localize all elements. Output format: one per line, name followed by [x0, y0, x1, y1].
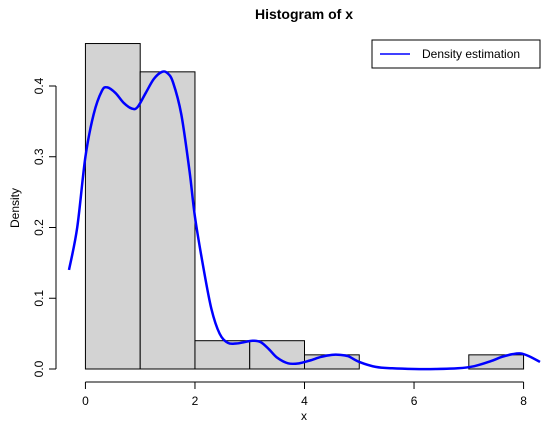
x-axis: 0 2 4 6 8 [82, 381, 527, 408]
y-tick-label: 0.2 [32, 219, 46, 236]
histogram-bar [468, 354, 525, 370]
x-tick-label: 0 [82, 394, 89, 408]
histogram-bar [194, 340, 251, 370]
x-axis-label: x [301, 409, 307, 423]
chart-title: Histogram of x [255, 6, 353, 22]
legend-entry-label: Density estimation [422, 47, 520, 61]
x-tick-label: 6 [411, 394, 418, 408]
y-axis: 0.0 0.1 0.2 0.3 0.4 [32, 77, 57, 377]
y-tick-label: 0.0 [32, 360, 46, 377]
x-tick-label: 2 [192, 394, 199, 408]
y-tick-label: 0.1 [32, 290, 46, 307]
histogram-bars [84, 43, 525, 370]
y-tick-label: 0.4 [32, 77, 46, 94]
y-axis-label: Density [8, 188, 22, 228]
histogram-bar [84, 43, 141, 370]
legend: Density estimation [371, 39, 541, 69]
y-tick-label: 0.3 [32, 148, 46, 165]
x-tick-label: 4 [301, 394, 308, 408]
x-tick-label: 8 [520, 394, 527, 408]
density-estimation-line [67, 70, 541, 371]
density-curve-layer [67, 70, 541, 371]
histogram-bar [249, 340, 305, 370]
histogram-bar [139, 71, 196, 370]
